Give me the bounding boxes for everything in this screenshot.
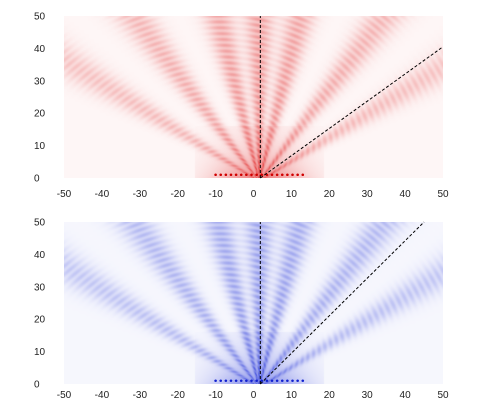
y-tick-label: 30 (34, 282, 46, 293)
y-tick-label: 50 (34, 12, 46, 23)
source-point (250, 379, 253, 383)
source-point (291, 379, 294, 383)
y-tick-label: 40 (34, 250, 46, 261)
x-tick-label: 30 (362, 189, 374, 200)
source-point (260, 379, 264, 383)
x-tick-label: -30 (133, 189, 148, 200)
x-tick-label: -20 (170, 189, 185, 200)
angled-reference-line (259, 221, 425, 385)
source-point (296, 173, 299, 177)
y-tick-label: 20 (34, 315, 46, 326)
source-point (280, 379, 284, 383)
x-tick-label: 20 (324, 390, 336, 401)
source-point (245, 379, 248, 383)
x-tick-label: 10 (286, 390, 298, 401)
source-point (275, 173, 279, 177)
x-tick-label: -50 (57, 189, 72, 200)
source-point (270, 173, 274, 177)
x-tick-label: -40 (95, 390, 110, 401)
source-point (219, 173, 223, 177)
source-point (286, 379, 289, 383)
x-tick-label: 50 (437, 390, 449, 401)
source-point (270, 379, 274, 383)
x-tick-label: -50 (57, 390, 72, 401)
source-point (301, 379, 305, 383)
source-point (275, 379, 279, 383)
y-tick-label: 10 (34, 347, 46, 358)
x-tick-label: 40 (400, 189, 412, 200)
y-tick-label: 0 (34, 174, 40, 185)
heatmap-intensity-field (64, 16, 443, 178)
x-tick-label: -10 (208, 390, 223, 401)
source-point (214, 379, 217, 383)
y-tick-label: 0 (34, 380, 40, 391)
x-tick-label: 50 (437, 189, 449, 200)
y-tick-label: 10 (34, 141, 46, 152)
x-tick-label: 10 (286, 189, 298, 200)
source-point (296, 379, 299, 383)
source-point (219, 379, 223, 383)
bottom-heatmap-panel: -50 -40 -30 -20 -10 0 10 20 30 40 50 0 10 20 30 40 50 (34, 218, 449, 402)
x-tick-label: 30 (362, 390, 374, 401)
source-point (229, 173, 233, 177)
source-point (239, 173, 243, 177)
x-tick-label: 40 (400, 390, 412, 401)
angled-reference-line (260, 46, 444, 179)
source-point (301, 173, 305, 177)
source-point (250, 173, 253, 177)
heatmap-intensity-field (64, 222, 443, 384)
x-tick-label: 20 (324, 189, 336, 200)
y-tick-label: 40 (34, 44, 46, 55)
y-tick-label: 50 (34, 218, 46, 229)
source-point (234, 173, 238, 177)
x-tick-label: -40 (95, 189, 110, 200)
source-point (229, 379, 233, 383)
source-point (291, 173, 294, 177)
source-point (214, 173, 217, 177)
source-point (224, 173, 228, 177)
source-point (286, 173, 289, 177)
source-point (245, 173, 248, 177)
x-tick-label: 0 (251, 189, 257, 200)
x-tick-label: -30 (133, 390, 148, 401)
x-tick-label: 0 (251, 390, 257, 401)
y-tick-label: 30 (34, 76, 46, 87)
source-point (239, 379, 243, 383)
x-tick-label: -20 (170, 390, 185, 401)
y-tick-label: 20 (34, 109, 46, 120)
source-point (234, 379, 238, 383)
source-point (265, 379, 269, 383)
source-point (224, 379, 228, 383)
x-tick-label: -10 (208, 189, 223, 200)
source-point (255, 173, 258, 177)
source-point (280, 173, 284, 177)
source-point (260, 173, 264, 177)
source-point (255, 379, 258, 383)
top-heatmap-panel: -50 -40 -30 -20 -10 0 10 20 30 40 50 0 10 20 30 40 50 (34, 12, 449, 201)
